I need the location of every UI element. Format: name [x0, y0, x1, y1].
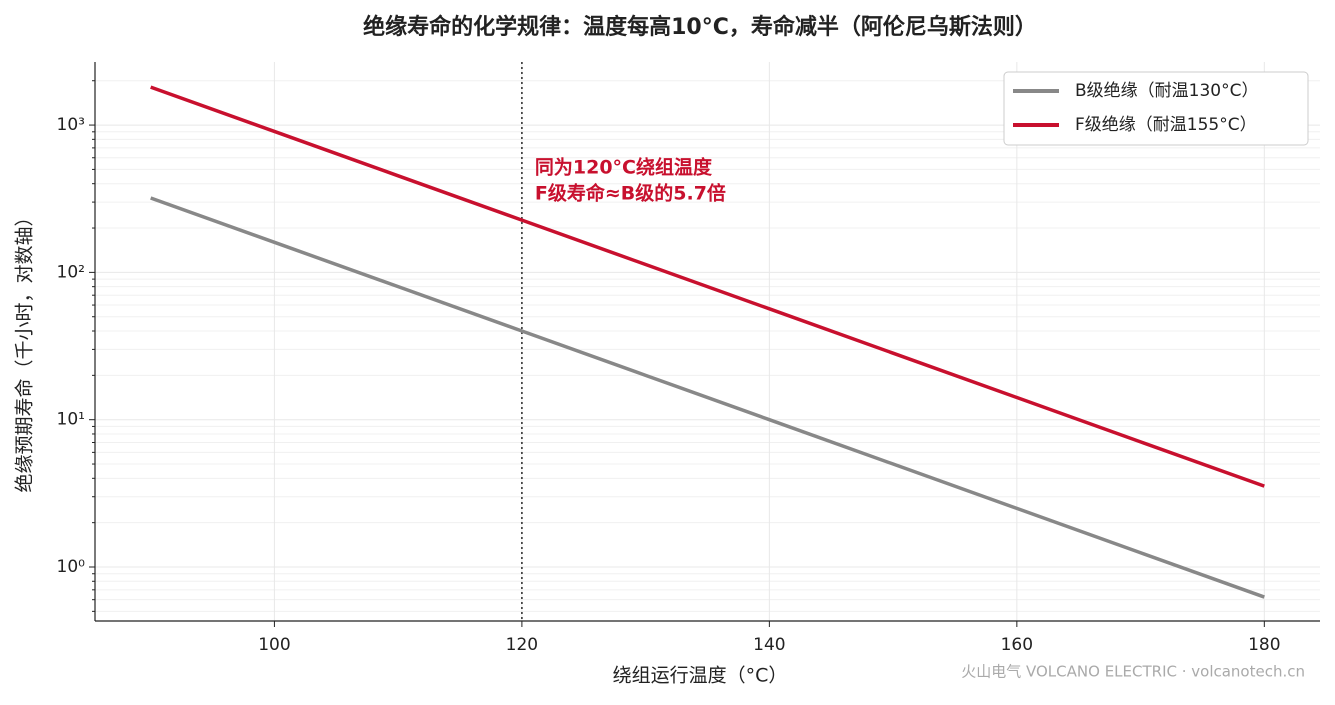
x-axis-label: 绕组运行温度（°C）: [613, 665, 788, 687]
y-tick-label: 10²: [57, 262, 85, 282]
x-tick-label: 180: [1248, 635, 1280, 655]
y-axis-label: 绝缘预期寿命（千小时，对数轴）: [14, 207, 36, 492]
x-tick-label: 160: [1001, 635, 1033, 655]
data-line: [150, 85, 1265, 488]
annotation: 同为120°C绕组温度: [535, 156, 713, 179]
legend-label: F级绝缘（耐温155°C）: [1075, 115, 1257, 135]
chart-title: 绝缘寿命的化学规律：温度每高10°C，寿命减半（阿伦尼乌斯法则）: [363, 14, 1037, 40]
y-tick-label: 10⁰: [57, 557, 86, 577]
annotation: F级寿命≈B级的5.7倍: [535, 182, 726, 205]
x-tick-label: 140: [753, 635, 785, 655]
watermark: 火山电气 VOLCANO ELECTRIC · volcanotech.cn: [961, 663, 1305, 681]
legend-label: B级绝缘（耐温130°C）: [1075, 81, 1258, 101]
data-line: [150, 196, 1265, 599]
x-tick-label: 120: [506, 635, 538, 655]
y-tick-label: 10¹: [57, 410, 85, 430]
x-tick-label: 100: [258, 635, 290, 655]
y-tick-label: 10³: [57, 115, 85, 135]
legend-box: [1003, 71, 1309, 146]
